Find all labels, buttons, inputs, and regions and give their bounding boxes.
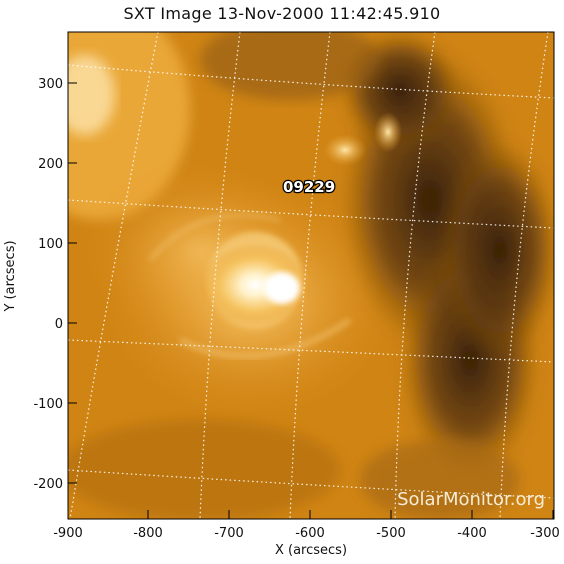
x-tick-label: -400 — [457, 526, 487, 541]
watermark-text: SolarMonitor.org — [397, 489, 545, 510]
x-axis-title: X (arcsecs) — [275, 543, 347, 558]
y-tick-label: 100 — [38, 237, 63, 252]
active-region-label: 09229 — [283, 178, 335, 196]
sxt-image — [68, 32, 554, 519]
image-title: SXT Image 13-Nov-2000 11:42:45.910 — [123, 4, 441, 23]
x-tick-label: -300 — [530, 526, 560, 541]
x-tick-label: -600 — [295, 526, 325, 541]
coordinate-grid — [68, 32, 554, 519]
y-tick-label: -200 — [33, 477, 63, 492]
y-tick-label: -100 — [33, 397, 63, 412]
x-tick-label: -500 — [376, 526, 406, 541]
y-axis-title: Y (arcsecs) — [3, 240, 18, 312]
x-tick-label: -900 — [53, 526, 83, 541]
x-tick-label: -700 — [214, 526, 244, 541]
x-tick-label: -800 — [133, 526, 163, 541]
y-tick-label: 200 — [38, 157, 63, 172]
y-tick-label: 300 — [38, 77, 63, 92]
axis-ticks — [67, 82, 554, 519]
y-tick-label: 0 — [55, 317, 63, 332]
plot-frame — [67, 31, 555, 520]
